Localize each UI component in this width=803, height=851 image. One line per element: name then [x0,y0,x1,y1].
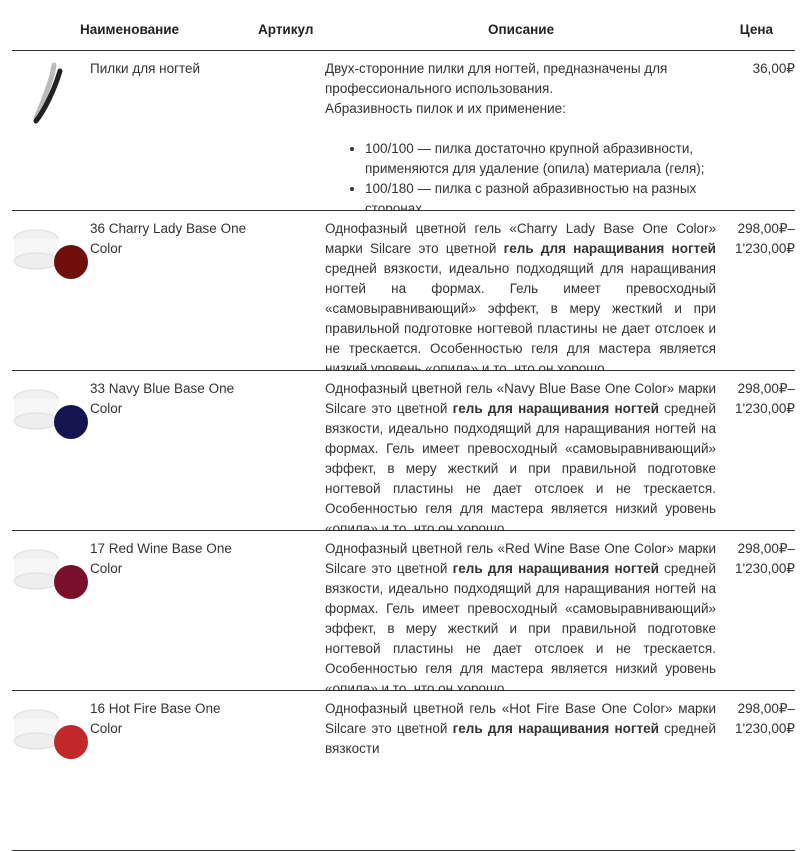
price-min: 298,00₽– [737,381,795,396]
desc-text: Однофазный цветной гель «Charry Lady Bas… [325,221,716,256]
price-min: 298,00₽– [737,541,795,556]
desc-text: Двух-сторонние пилки для ногтей, предназ… [325,61,668,96]
product-price: 36,00₽ [752,61,795,76]
desc-text: Однофазный цветной гель «Red Wine Base O… [325,541,716,576]
header-description: Описание [488,22,555,37]
price-min: 298,00₽– [737,221,795,236]
header-price: Цена [739,22,773,37]
product-price: 298,00₽– 1'230,00₽ [715,219,795,259]
abrasive-list: 100/100 — пилка достаточно крупной абраз… [325,139,716,210]
nail-file-image[interactable] [12,61,88,131]
price-max: 1'230,00₽ [735,721,795,736]
product-name[interactable]: 36 Charry Lady Base One Color [90,221,247,256]
desc-text: Абразивность пилок и их применение: [325,101,566,116]
desc-text: средней вязкости, идеально подходящий дл… [325,401,716,531]
desc-bold-link: гель для наращивания ногтей [503,241,716,256]
gel-jar-image[interactable] [12,221,88,291]
desc-text: средней вязкости, идеально подходящий дл… [325,261,716,371]
product-price: 298,00₽– 1'230,00₽ [715,699,795,739]
product-table: Наименование Артикул Описание Цена Пилки… [12,0,795,851]
header-name: Наименование [80,22,180,37]
desc-bold-link: гель для наращивания ногтей [452,721,659,736]
price-max: 1'230,00₽ [735,401,795,416]
product-description: Однофазный цветной гель «Hot Fire Base O… [325,699,716,759]
desc-text: Однофазный цветной гель «Navy Blue Base … [325,381,716,416]
desc-bold-link: гель для наращивания ногтей [452,561,659,576]
gel-jar-image[interactable] [12,541,88,611]
product-name[interactable]: 17 Red Wine Base One Color [90,541,232,576]
price-min: 298,00₽– [737,701,795,716]
product-price: 298,00₽– 1'230,00₽ [715,539,795,579]
product-price: 298,00₽– 1'230,00₽ [715,379,795,419]
product-description: Однофазный цветной гель «Navy Blue Base … [325,379,716,531]
price-max: 1'230,00₽ [735,241,795,256]
table-row[interactable]: Пилки для ногтей Двух-сторонние пилки дл… [12,51,795,211]
table-header: Наименование Артикул Описание Цена [12,0,795,51]
table-row[interactable]: 33 Navy Blue Base One Color Однофазный ц… [12,371,795,531]
product-name[interactable]: 33 Navy Blue Base One Color [90,381,235,416]
product-description: Двух-сторонние пилки для ногтей, предназ… [325,59,716,210]
gel-jar-image[interactable] [12,701,88,771]
price-max: 1'230,00₽ [735,561,795,576]
list-item: 100/100 — пилка достаточно крупной абраз… [365,139,716,179]
table-row[interactable]: 17 Red Wine Base One Color Однофазный цв… [12,531,795,691]
product-name[interactable]: Пилки для ногтей [90,61,201,76]
desc-bold-link: гель для наращивания ногтей [452,401,659,416]
table-row[interactable]: 36 Charry Lady Base One Color Однофазный… [12,211,795,371]
gel-jar-image[interactable] [12,381,88,451]
list-item: 100/180 — пилка с разной абразивностью н… [365,179,716,210]
header-article: Артикул [258,22,314,37]
table-row[interactable]: 16 Hot Fire Base One Color Однофазный цв… [12,691,795,851]
product-description: Однофазный цветной гель «Charry Lady Bas… [325,219,716,371]
product-name[interactable]: 16 Hot Fire Base One Color [90,701,221,736]
product-description: Однофазный цветной гель «Red Wine Base O… [325,539,716,691]
desc-text: средней вязкости, идеально подходящий дл… [325,561,716,691]
